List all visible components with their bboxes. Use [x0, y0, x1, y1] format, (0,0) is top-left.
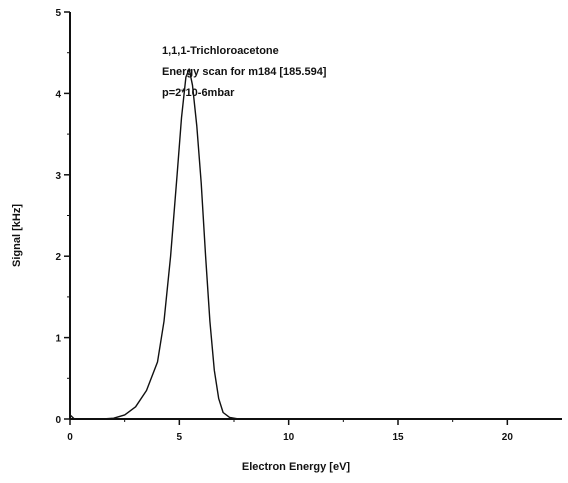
x-tick-label: 5	[177, 432, 183, 443]
annotation-line-1: 1,1,1-Trichloroacetone	[162, 45, 279, 57]
y-axis-title: Signal [kHz]	[11, 204, 23, 267]
series-line-1	[69, 68, 562, 420]
annotation-line-3: p=2*10-6mbar	[162, 87, 235, 99]
y-tick-label: 4	[55, 89, 61, 100]
chart-ticks: 0 1 2 3 4 5 0 5 10 15 20	[55, 8, 513, 443]
x-tick-label: 0	[67, 432, 73, 443]
y-tick-label: 0	[55, 415, 61, 426]
annotation-line-2: Energy scan for m184 [185.594]	[162, 66, 327, 78]
y-tick-label: 3	[55, 171, 61, 182]
x-tick-label: 10	[283, 432, 295, 443]
x-tick-label: 15	[392, 432, 404, 443]
x-axis-title: Electron Energy [eV]	[242, 461, 351, 473]
chart-plot-area	[69, 68, 562, 420]
x-tick-label: 20	[502, 432, 514, 443]
y-tick-label: 2	[55, 252, 61, 263]
y-tick-label: 5	[55, 8, 61, 19]
y-tick-label: 1	[55, 334, 61, 345]
